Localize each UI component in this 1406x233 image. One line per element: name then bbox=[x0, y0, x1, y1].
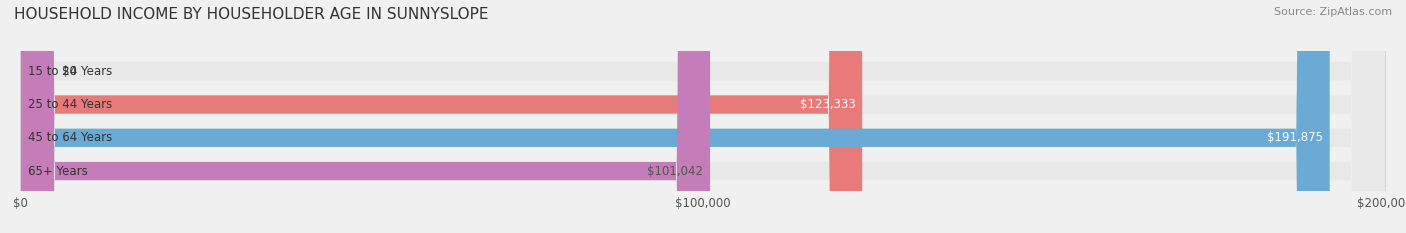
Text: $123,333: $123,333 bbox=[800, 98, 855, 111]
Text: 25 to 44 Years: 25 to 44 Years bbox=[28, 98, 112, 111]
FancyBboxPatch shape bbox=[21, 0, 862, 233]
Text: 65+ Years: 65+ Years bbox=[28, 164, 87, 178]
Text: HOUSEHOLD INCOME BY HOUSEHOLDER AGE IN SUNNYSLOPE: HOUSEHOLD INCOME BY HOUSEHOLDER AGE IN S… bbox=[14, 7, 488, 22]
FancyBboxPatch shape bbox=[21, 0, 1385, 233]
FancyBboxPatch shape bbox=[21, 0, 1385, 233]
FancyBboxPatch shape bbox=[21, 0, 1385, 233]
FancyBboxPatch shape bbox=[21, 0, 710, 233]
FancyBboxPatch shape bbox=[21, 0, 1330, 233]
FancyBboxPatch shape bbox=[21, 0, 1385, 233]
Text: 15 to 24 Years: 15 to 24 Years bbox=[28, 65, 112, 78]
Text: Source: ZipAtlas.com: Source: ZipAtlas.com bbox=[1274, 7, 1392, 17]
Text: $0: $0 bbox=[62, 65, 77, 78]
Text: $191,875: $191,875 bbox=[1267, 131, 1323, 144]
Text: 45 to 64 Years: 45 to 64 Years bbox=[28, 131, 112, 144]
Text: $101,042: $101,042 bbox=[647, 164, 703, 178]
